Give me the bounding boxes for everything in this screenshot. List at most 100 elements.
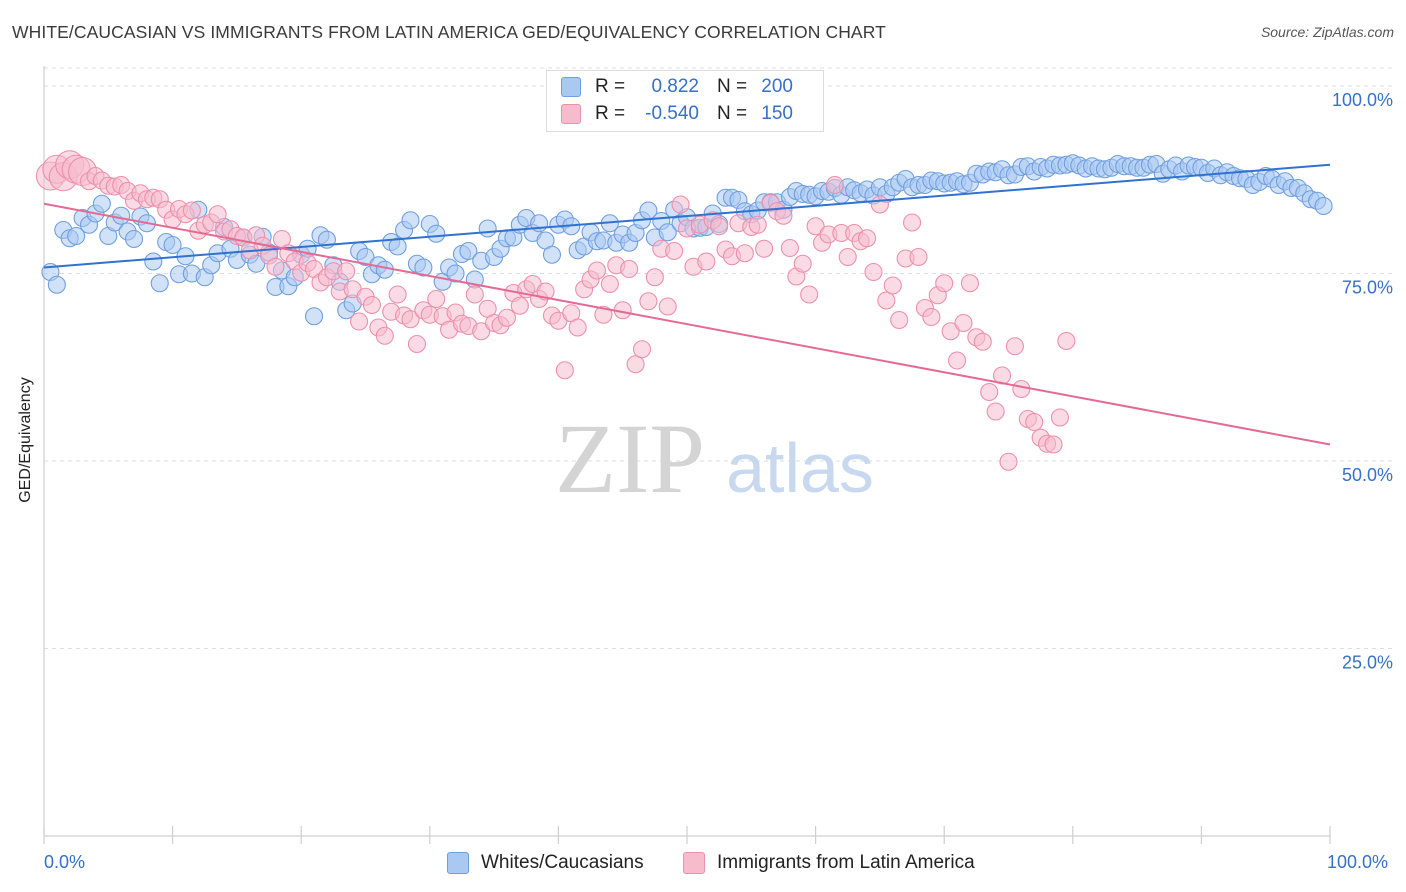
pink-point [890,310,909,330]
blue-swatch [561,77,581,97]
pink-point [350,312,369,331]
pink-point [620,259,639,279]
pink-point [948,351,967,370]
legend-item-whites[interactable]: Whites/Caucasians [447,852,644,874]
watermark: ZIP atlas [555,403,874,514]
pink-swatch [683,852,705,874]
pink-point [870,195,889,214]
y-tick-label: 75.0% [1342,278,1393,298]
blue-trend-line [43,163,1331,269]
blue-point [124,229,144,249]
pink-point [536,282,555,301]
pink-point [710,217,729,236]
pink-point [793,254,812,273]
legend-label: Immigrants from Latin America [717,852,975,873]
blue-point [67,226,86,246]
pink-point [1005,337,1024,356]
pink-swatch [561,104,581,124]
chart-title: WHITE/CAUCASIAN VS IMMIGRANTS FROM LATIN… [12,22,886,42]
watermark-zip: ZIP [555,403,705,514]
blue-point [401,211,420,230]
source-credit: Source: ZipAtlas.com [1260,24,1394,40]
y-tick-label: 50.0% [1342,465,1393,485]
blue-point [459,241,478,261]
pink-point [922,307,941,327]
pink-point [626,355,645,374]
watermark-atlas: atlas [726,429,874,507]
blue-point [150,274,169,293]
pink-point [755,239,774,258]
y-tick-label: 100.0% [1332,90,1393,110]
pink-point [658,297,677,316]
pink-point [1057,331,1076,351]
pink-point [568,318,587,337]
legend-row-immigrants: R = -0.540 N = 150 [561,102,793,126]
series-legend: Whites/Caucasians Immigrants from Latin … [0,852,1406,878]
pink-point [362,295,381,315]
pink-point [1050,408,1069,427]
pink-point [909,247,928,267]
pink-point [375,326,394,345]
pink-point [594,305,613,324]
pink-point [960,274,979,293]
pink-point [883,276,902,295]
pink-point [587,261,607,280]
pink-point [600,274,619,294]
gridlines [44,67,1392,649]
blue-point [112,206,131,225]
legend-r-label: R = [595,103,626,124]
pink-point [954,313,973,333]
y-axis-label: GED/Equivalency [17,377,34,503]
pink-point [864,262,883,282]
blue-point [144,252,163,271]
pink-point [388,285,407,304]
blue-point [47,275,66,294]
pink-point [337,262,356,281]
tick-labels: 25.0% 50.0% 75.0% 100.0% [1332,90,1393,673]
pink-point [401,310,420,329]
pink-point [632,340,652,359]
pink-point [748,215,767,234]
pink-point [941,322,960,341]
legend-n-value: 150 [761,103,793,124]
pink-trend-line [43,202,1331,446]
pink-point [182,201,201,220]
pink-point [427,289,446,309]
pink-point [1025,412,1044,432]
pink-point [465,285,484,304]
legend-r-value: -0.540 [645,103,699,124]
axes [43,66,1331,844]
legend-r-value: 0.822 [651,76,699,97]
pink-point [472,322,491,341]
pink-point [902,213,922,232]
pink-point [800,285,819,304]
pink-point [665,241,684,261]
legend-n-label: N = [717,103,748,124]
pink-point [1012,379,1031,399]
blue-point [305,307,324,326]
blue-point [388,237,407,256]
pink-point [407,334,426,354]
pink-point [935,274,954,293]
y-tick-label: 25.0% [1342,653,1393,673]
pink-point [774,206,793,225]
blue-point [542,245,562,264]
pink-point [806,217,825,236]
pink-point [266,257,285,276]
x-tick-min: 0.0% [44,852,86,872]
blue-point [414,258,433,277]
legend-item-immigrants[interactable]: Immigrants from Latin America [683,852,975,874]
pink-point [697,252,716,271]
legend-r-label: R = [595,76,626,97]
blue-swatch [447,852,469,874]
pink-point [999,452,1018,471]
data-points [35,150,1333,471]
pink-point [208,205,227,224]
pink-point [639,292,658,311]
blue-point [658,223,677,242]
blue-point [163,235,182,255]
pink-point [877,291,896,310]
trend-lines [43,163,1331,446]
x-tick-max: 100.0% [1327,852,1389,872]
